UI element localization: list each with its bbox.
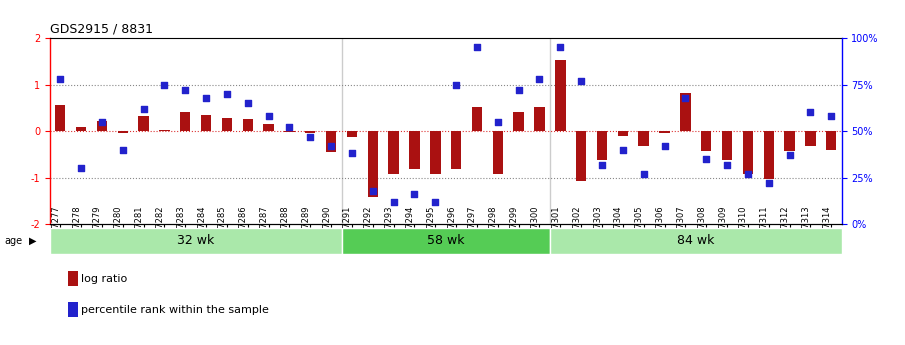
Point — [303, 134, 318, 139]
Bar — [638, 131, 649, 146]
Bar — [388, 131, 399, 174]
Point — [719, 162, 734, 167]
Point — [282, 125, 297, 130]
Point — [615, 147, 630, 152]
Point — [699, 156, 713, 162]
Point — [491, 119, 505, 125]
Bar — [660, 131, 670, 134]
Point — [324, 143, 338, 149]
Bar — [284, 131, 295, 132]
Point — [511, 87, 526, 93]
Point — [220, 91, 234, 97]
Point — [470, 45, 484, 50]
Point — [366, 188, 380, 194]
Bar — [785, 131, 795, 151]
Bar — [222, 118, 232, 131]
Bar — [367, 131, 378, 197]
Point — [241, 100, 255, 106]
Point — [345, 151, 359, 156]
Bar — [764, 131, 774, 179]
Point — [782, 152, 796, 158]
Point — [657, 143, 672, 149]
Bar — [743, 131, 753, 174]
Point — [532, 76, 547, 82]
Bar — [55, 106, 65, 131]
Text: log ratio: log ratio — [81, 274, 128, 284]
Point — [116, 147, 130, 152]
Bar — [513, 111, 524, 131]
Bar — [326, 131, 337, 152]
Bar — [492, 131, 503, 174]
Point — [574, 78, 588, 83]
Text: GDS2915 / 8831: GDS2915 / 8831 — [50, 22, 153, 36]
Bar — [430, 131, 441, 174]
Point — [824, 114, 838, 119]
Bar — [472, 107, 482, 131]
Point — [553, 45, 567, 50]
Bar — [409, 131, 420, 169]
Bar — [180, 112, 190, 131]
Bar — [451, 131, 462, 169]
Bar — [97, 121, 107, 131]
Bar — [555, 60, 566, 131]
Point — [386, 199, 401, 205]
Point — [678, 95, 692, 100]
Point — [803, 110, 817, 115]
Bar — [138, 116, 148, 131]
Text: 84 wk: 84 wk — [677, 234, 714, 247]
Text: 58 wk: 58 wk — [427, 234, 464, 247]
Point — [157, 82, 172, 87]
Bar — [576, 131, 586, 181]
Bar — [347, 131, 357, 137]
Bar — [534, 107, 545, 131]
Point — [262, 114, 276, 119]
Point — [449, 82, 463, 87]
Bar — [118, 131, 128, 134]
Bar — [159, 130, 169, 131]
Point — [407, 192, 422, 197]
Bar — [341, 228, 550, 254]
Point — [74, 166, 89, 171]
Text: percentile rank within the sample: percentile rank within the sample — [81, 305, 270, 315]
Point — [53, 76, 68, 82]
Point — [428, 199, 443, 205]
Point — [178, 87, 193, 93]
Point — [595, 162, 609, 167]
Point — [95, 119, 110, 125]
Bar — [243, 119, 253, 131]
Bar — [550, 228, 842, 254]
Bar — [681, 93, 691, 131]
Text: ▶: ▶ — [29, 236, 36, 246]
Point — [636, 171, 651, 177]
Bar — [722, 131, 732, 160]
Point — [740, 171, 755, 177]
Bar — [305, 131, 316, 134]
Point — [199, 95, 214, 100]
Text: age: age — [5, 236, 23, 246]
Bar — [617, 131, 628, 136]
Bar — [596, 131, 607, 160]
Bar — [50, 228, 341, 254]
Bar — [826, 131, 836, 150]
Bar — [263, 124, 274, 131]
Bar — [805, 131, 815, 146]
Bar — [201, 115, 211, 131]
Bar — [701, 131, 711, 151]
Text: 32 wk: 32 wk — [177, 234, 214, 247]
Bar — [76, 127, 86, 131]
Point — [137, 106, 151, 111]
Point — [761, 180, 776, 186]
